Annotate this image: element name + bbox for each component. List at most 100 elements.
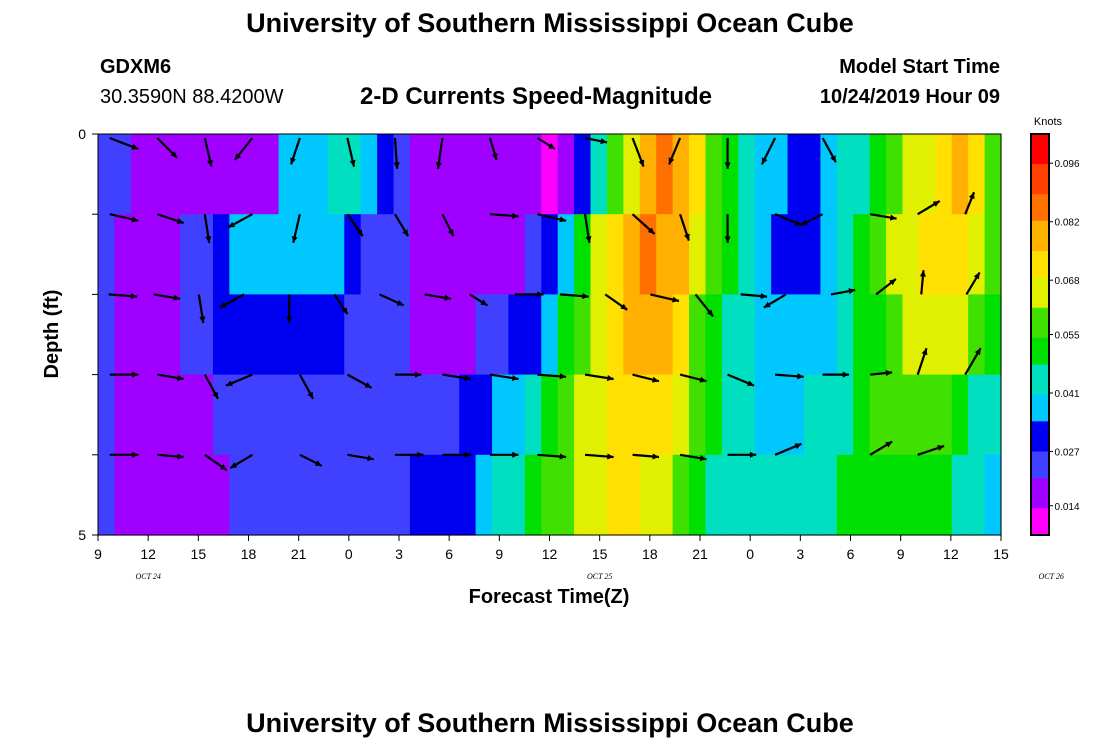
colorbar-segment [1031,474,1049,479]
heatmap-cell [886,134,904,215]
x-axis-title: Forecast Time(Z) [469,586,630,608]
chart-subtitle: 2-D Currents Speed-Magnitude [360,83,713,110]
heatmap-cell [98,214,116,295]
heatmap-cell [262,454,280,536]
colorbar-segment [1031,531,1049,536]
heatmap-cell [377,214,395,295]
heatmap-cell [393,454,411,536]
current-vector-arrow [488,137,498,161]
current-vector-arrow [537,213,567,223]
heatmap-cell [771,214,789,295]
current-vector-arrow [763,293,787,309]
colorbar-segment [1031,147,1049,152]
colorbar-segment [1031,271,1049,275]
station-coordinates: 30.3590N 88.4200W [100,86,284,108]
heatmap-cell [541,134,559,215]
date-label: OCT 25 [587,572,612,581]
current-vector-arrow [724,214,731,243]
heatmap-cell [311,214,329,295]
current-vector-arrow [727,373,755,387]
heatmap-cell [689,454,707,536]
heatmap-cell [869,374,887,456]
heatmap-cell [147,134,165,215]
heatmap-cell [393,294,411,376]
x-tick-label: 3 [395,546,403,562]
colorbar-segment [1031,217,1049,222]
heatmap-cell [656,294,674,376]
colorbar-segment [1031,260,1049,265]
colorbar-segment [1031,240,1049,245]
heatmap-cell [689,214,707,295]
heatmap-cell [212,374,230,456]
heatmap-cell [869,294,887,376]
current-vectors [108,136,982,472]
current-vector-arrow [489,373,519,382]
heatmap-cell [393,374,411,456]
heatmap-cell [902,134,920,215]
colorbar-segment [1031,458,1049,463]
heatmap-cell [163,454,181,536]
colorbar-segment [1031,411,1049,416]
heatmap-cell [295,374,313,456]
heatmap-cell [574,294,592,376]
heatmap-cell [377,294,395,376]
heatmap-cell [803,454,821,536]
current-vector-arrow [219,293,245,309]
heatmap-cell [426,294,444,376]
heatmap-cell [327,134,345,215]
heatmap-cell [245,294,263,376]
current-vector-arrow [679,213,690,241]
heatmap-cell [918,134,936,215]
x-tick-label: 21 [291,546,307,562]
heatmap-cell [212,214,230,295]
colorbar-segment [1031,428,1049,433]
heatmap-cell [886,454,904,536]
heatmap-cell [902,454,920,536]
heatmap-cell [393,134,411,215]
heatmap-cell [442,134,460,215]
x-tick-label: 18 [241,546,257,562]
heatmap-cell [442,454,460,536]
heatmap-cell [180,134,198,215]
y-axis-title: Depth (ft) [41,290,63,379]
colorbar-segment [1031,434,1049,439]
currents-heatmap-chart: 9 12 15 18 21 0 3 6 9 12 15 18 21 0 3 6 9 12 15 OCT 24 OCT 2… [41,116,1080,608]
current-vector-arrow [197,294,206,324]
heatmap-cell [869,214,887,295]
colorbar-segment [1031,498,1049,503]
heatmap-cell [869,454,887,536]
colorbar-tick-label: 0.041 [1054,389,1079,400]
heatmap-cell [984,214,1002,295]
heatmap-cell [984,294,1002,376]
colorbar-segment [1031,154,1049,158]
heatmap-cell [130,454,148,536]
colorbar-segment [1031,341,1049,346]
colorbar-segment [1031,394,1049,399]
heatmap-cell [820,454,838,536]
x-tick-label: 6 [847,546,855,562]
current-vector-arrow [109,371,139,378]
heatmap-cell [130,374,148,456]
heatmap-cell [360,134,378,215]
heatmap-cell [853,214,871,295]
current-vector-arrow [442,451,472,458]
current-vector-arrow [108,293,138,300]
current-vector-arrow [724,138,731,169]
heatmap-cell [475,134,493,215]
heatmap-cell [721,374,739,456]
heatmap-cell [853,374,871,456]
colorbar-segment [1031,391,1049,396]
colorbar-segment [1031,454,1049,459]
colorbar-segment [1031,284,1049,289]
heatmap-cell [475,374,493,456]
x-tick-label: 21 [692,546,708,562]
heatmap-cell [130,134,148,215]
colorbar-segment [1031,301,1049,306]
heatmap-cell [639,374,657,456]
heatmap-cell [754,134,772,215]
heatmap-cell [98,134,116,215]
colorbar-segment [1031,337,1049,342]
heatmap-cell [787,134,805,215]
current-vector-arrow [441,213,455,237]
x-tick-label: 15 [993,546,1009,562]
